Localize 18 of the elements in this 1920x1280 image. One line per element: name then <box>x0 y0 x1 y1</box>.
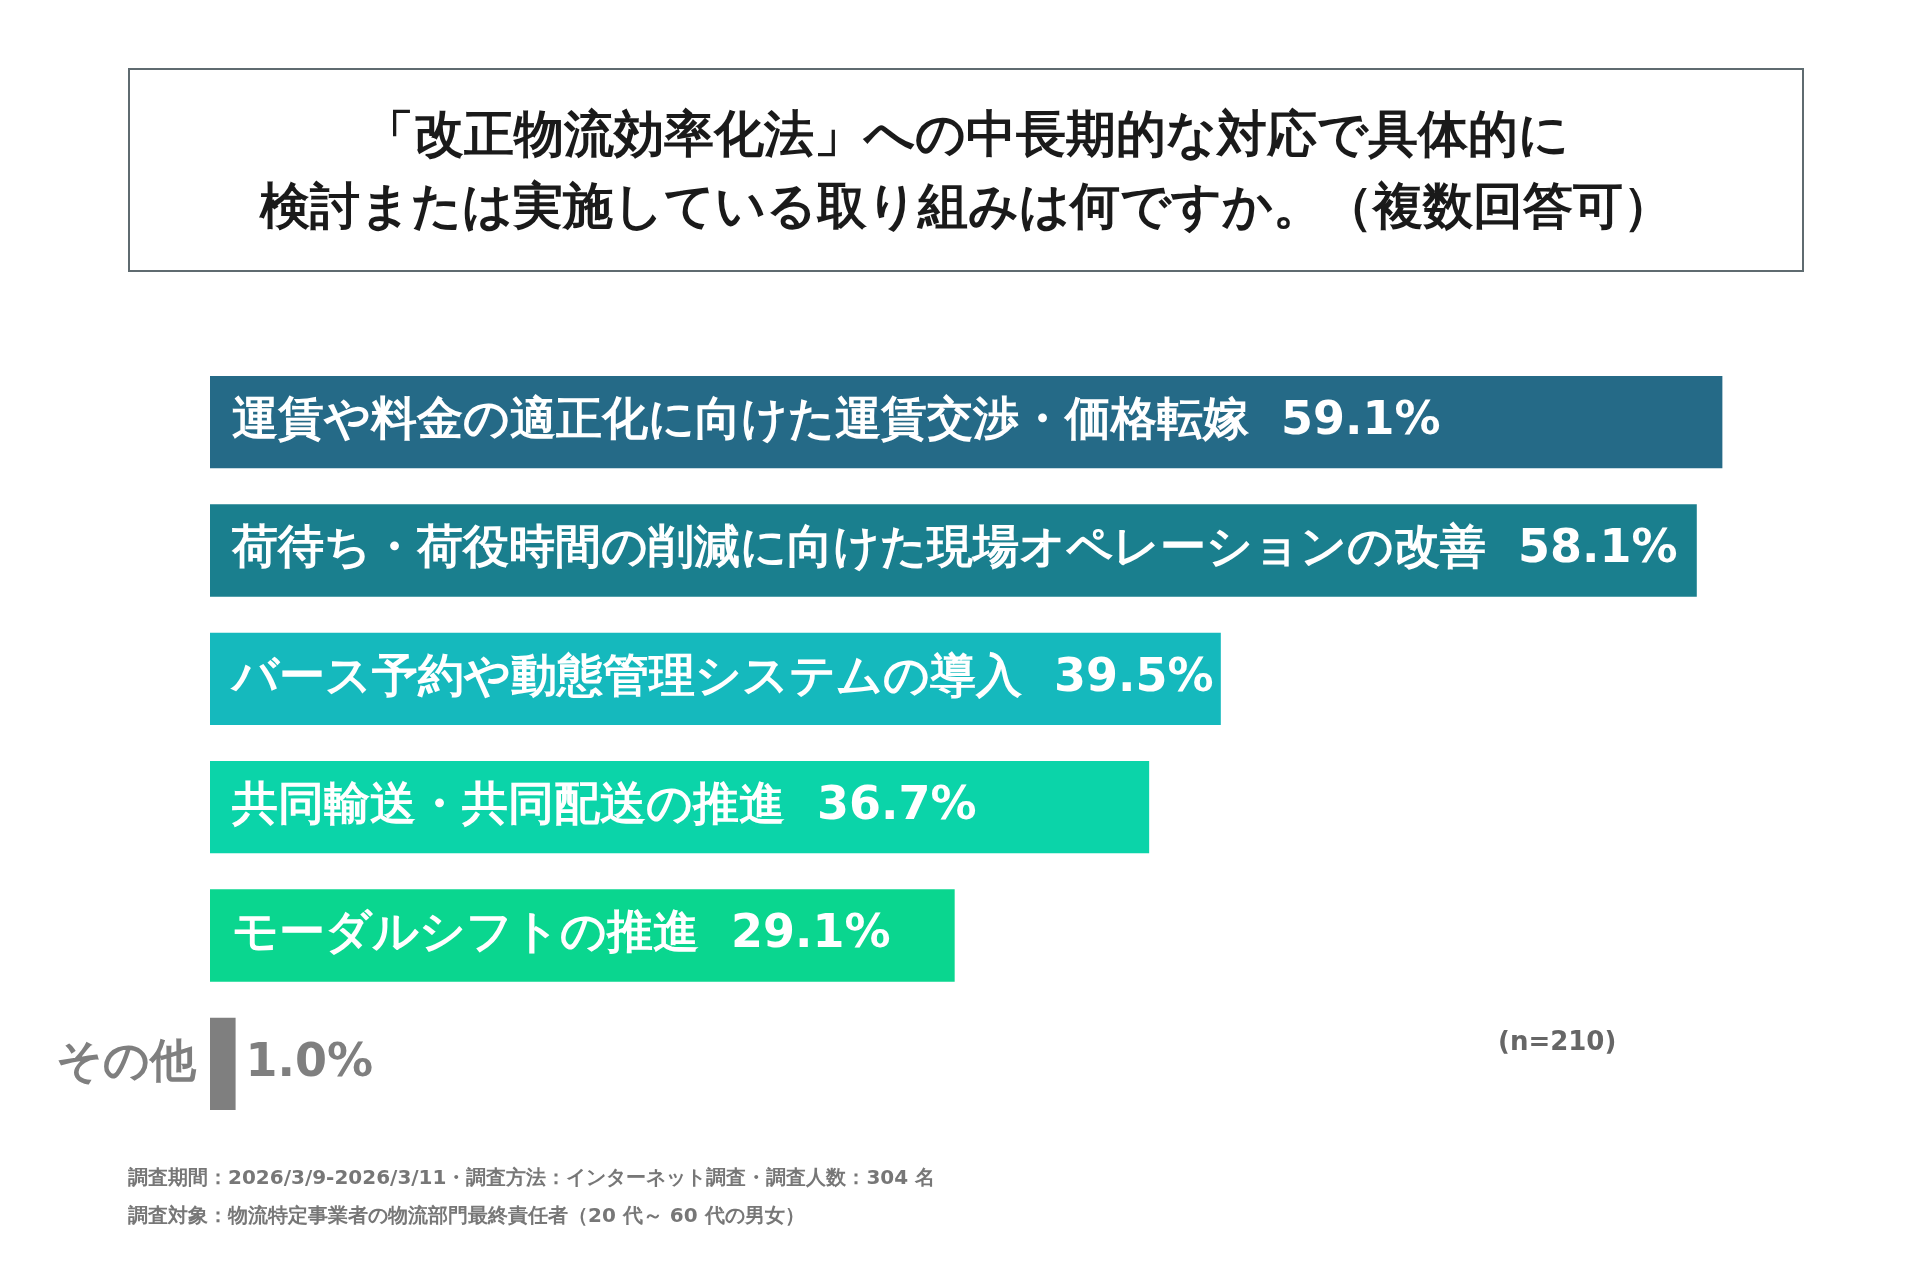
data-label: 59.1% <box>1281 391 1441 446</box>
data-label: 36.7% <box>817 776 977 831</box>
text: 調査対象：物流特定事業者の物流部門最終責任者（20 代～ 60 代の男女） <box>128 1202 806 1229</box>
y-tick-label: その他 <box>56 1032 197 1087</box>
data-label: 58.1% <box>1518 519 1678 574</box>
y-tick-label: 共同輸送・共同配送の推進 <box>231 776 785 831</box>
chart-subtitle: 検討または実施している取り組みは何ですか。（複数回答可） <box>259 176 1673 237</box>
chart-title: 「改正物流効率化法」への中長期的な対応で具体的に <box>362 103 1570 165</box>
annotation: (n=210) <box>1498 1026 1617 1056</box>
data-label: 29.1% <box>731 904 891 959</box>
y-tick-label: バース予約や動態管理システムの導入 <box>230 647 1023 702</box>
text: 調査期間：2026/3/9-2026/3/11・調査方法：インターネット調査・調査人数：304 名 <box>128 1164 936 1191</box>
y-tick-label: 運賃や料金の適正化に向けた運賃交渉・価格転嫁 <box>232 391 1250 446</box>
y-tick-label: 荷待ち・荷役時間の削減に向けた現場オペレーションの改善 <box>231 519 1486 574</box>
bar <box>210 1017 236 1111</box>
data-label: 39.5% <box>1054 647 1214 702</box>
data-label: 1.0% <box>245 1032 374 1087</box>
y-tick-label: モーダルシフトの推進 <box>232 904 699 959</box>
